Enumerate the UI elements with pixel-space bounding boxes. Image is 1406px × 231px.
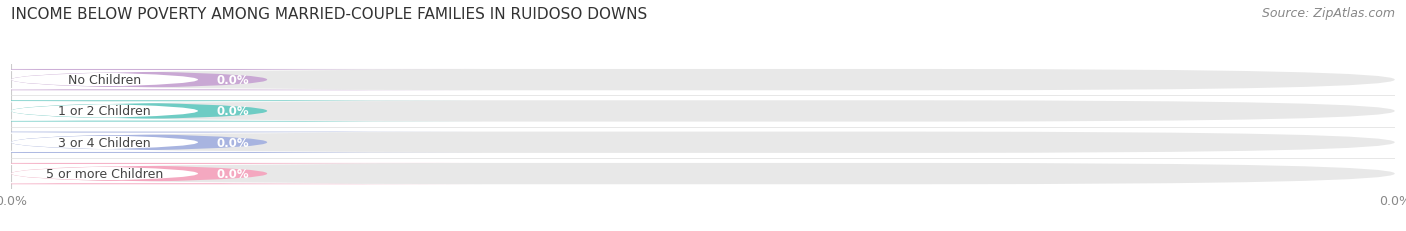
FancyBboxPatch shape	[11, 70, 1395, 91]
FancyBboxPatch shape	[11, 132, 1395, 153]
Text: 0.0%: 0.0%	[217, 74, 249, 87]
FancyBboxPatch shape	[0, 101, 482, 122]
Text: 0.0%: 0.0%	[217, 167, 249, 180]
FancyBboxPatch shape	[11, 163, 1395, 184]
Text: 0.0%: 0.0%	[217, 105, 249, 118]
Text: 5 or more Children: 5 or more Children	[46, 167, 163, 180]
Text: 1 or 2 Children: 1 or 2 Children	[58, 105, 150, 118]
FancyBboxPatch shape	[0, 133, 440, 152]
Text: INCOME BELOW POVERTY AMONG MARRIED-COUPLE FAMILIES IN RUIDOSO DOWNS: INCOME BELOW POVERTY AMONG MARRIED-COUPL…	[11, 7, 648, 22]
FancyBboxPatch shape	[11, 101, 1395, 122]
FancyBboxPatch shape	[0, 70, 482, 91]
FancyBboxPatch shape	[0, 164, 440, 183]
FancyBboxPatch shape	[0, 163, 482, 184]
FancyBboxPatch shape	[0, 71, 440, 90]
Text: No Children: No Children	[67, 74, 141, 87]
Text: 0.0%: 0.0%	[217, 136, 249, 149]
FancyBboxPatch shape	[0, 132, 482, 153]
Text: Source: ZipAtlas.com: Source: ZipAtlas.com	[1261, 7, 1395, 20]
Text: 3 or 4 Children: 3 or 4 Children	[58, 136, 150, 149]
FancyBboxPatch shape	[0, 102, 440, 121]
